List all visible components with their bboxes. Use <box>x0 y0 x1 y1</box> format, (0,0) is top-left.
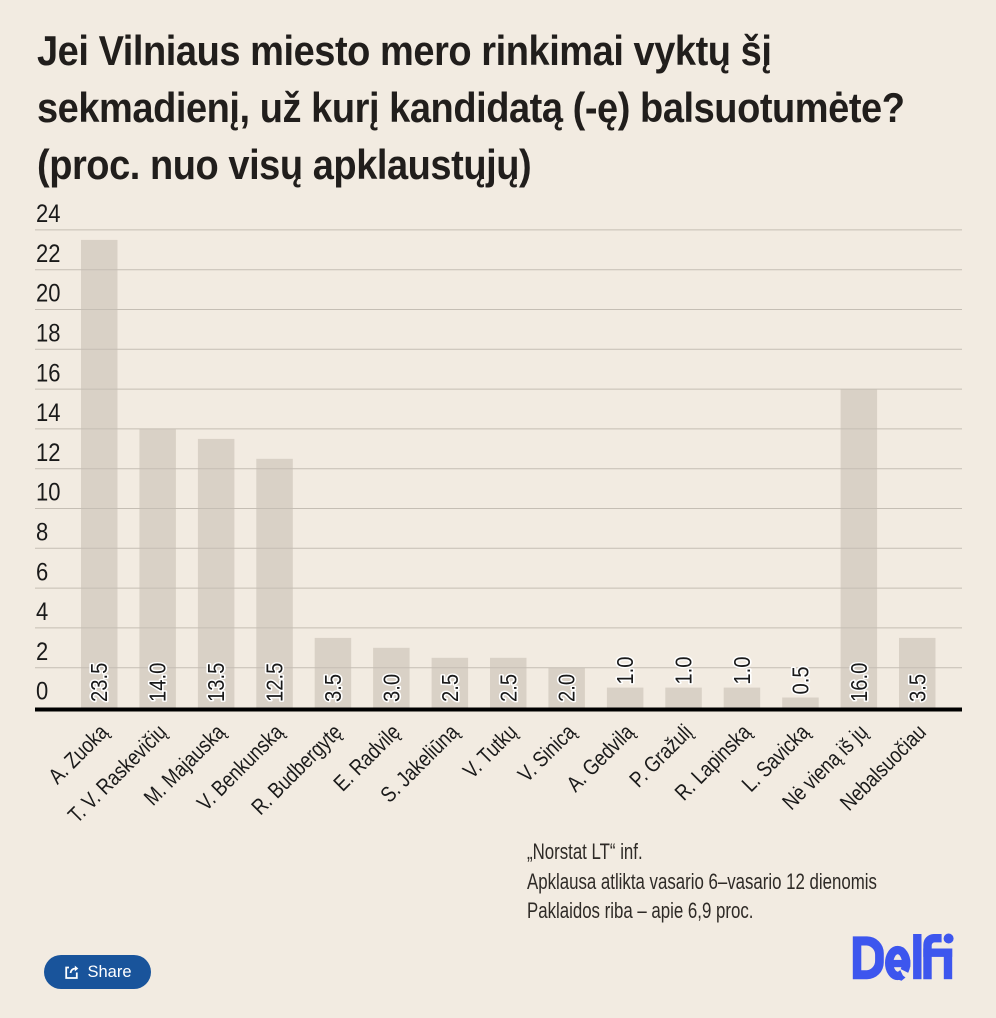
svg-text:3.0: 3.0 <box>378 674 405 702</box>
svg-text:14: 14 <box>36 399 60 427</box>
svg-text:20: 20 <box>36 279 60 307</box>
svg-text:1.0: 1.0 <box>612 656 639 684</box>
svg-text:16: 16 <box>36 359 60 387</box>
svg-text:12: 12 <box>36 439 60 467</box>
svg-text:3.5: 3.5 <box>320 674 347 702</box>
svg-text:2: 2 <box>36 638 48 666</box>
svg-text:24: 24 <box>36 200 60 228</box>
svg-text:2.0: 2.0 <box>553 674 580 702</box>
svg-text:1.0: 1.0 <box>729 656 756 684</box>
svg-text:0: 0 <box>36 677 48 705</box>
svg-text:14.0: 14.0 <box>144 663 171 702</box>
svg-text:0.5: 0.5 <box>787 666 814 694</box>
svg-text:V. Tutkų: V. Tutkų <box>459 720 522 783</box>
svg-text:3.5: 3.5 <box>904 674 931 702</box>
svg-text:16.0: 16.0 <box>846 663 873 702</box>
svg-text:6: 6 <box>36 558 48 586</box>
svg-text:4: 4 <box>36 598 48 626</box>
svg-text:8: 8 <box>36 518 48 546</box>
svg-text:1.0: 1.0 <box>670 656 697 684</box>
svg-text:2.5: 2.5 <box>437 674 464 702</box>
svg-text:18: 18 <box>36 319 60 347</box>
svg-text:10: 10 <box>36 478 60 506</box>
svg-text:22: 22 <box>36 240 60 268</box>
svg-text:23.5: 23.5 <box>86 663 113 702</box>
svg-text:13.5: 13.5 <box>203 663 230 702</box>
svg-text:12.5: 12.5 <box>261 663 288 702</box>
svg-text:2.5: 2.5 <box>495 674 522 702</box>
